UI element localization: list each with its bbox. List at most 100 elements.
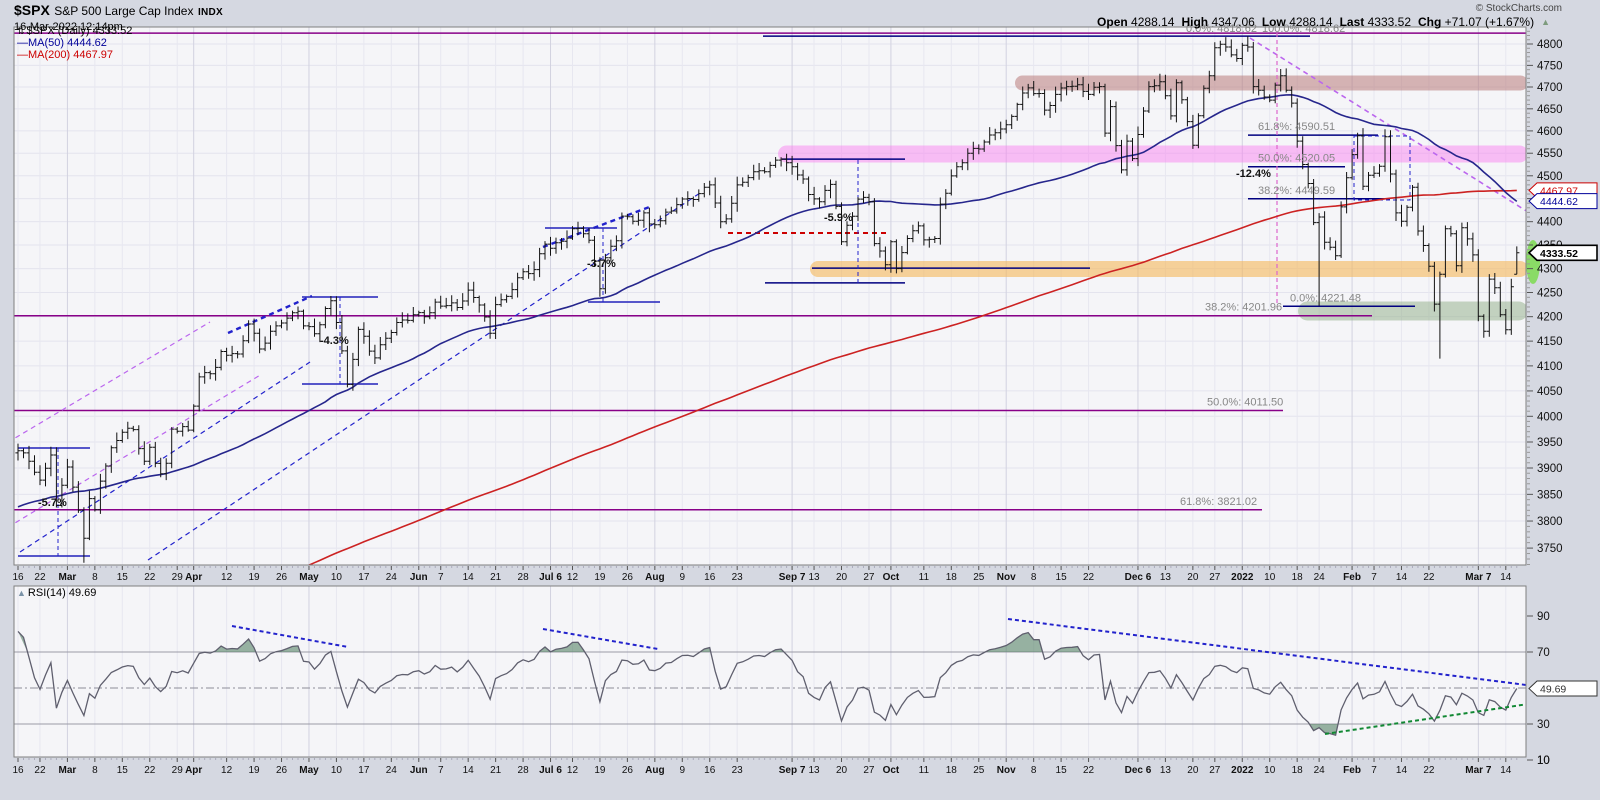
rsi-trendline [1007,618,1526,686]
svg-text:24: 24 [1314,765,1326,776]
svg-text:20: 20 [836,572,848,583]
change-up-icon: ▲ [1541,17,1550,27]
svg-text:7: 7 [1371,765,1377,776]
trendline [227,294,313,335]
svg-text:Sep 7: Sep 7 [779,572,806,583]
svg-text:61.8%: 3821.02: 61.8%: 3821.02 [1180,496,1257,508]
svg-text:25: 25 [973,572,985,583]
trendline [14,373,263,525]
svg-text:4000: 4000 [1537,411,1563,423]
svg-text:3800: 3800 [1537,516,1563,528]
svg-text:Feb: Feb [1343,572,1361,583]
rsi-trendline [542,628,659,650]
svg-text:12: 12 [221,765,233,776]
svg-text:Oct: Oct [883,572,900,583]
svg-text:19: 19 [594,765,606,776]
svg-text:May: May [299,765,319,776]
svg-text:50.0%: 4520.05: 50.0%: 4520.05 [1258,153,1335,165]
svg-text:Dec 6: Dec 6 [1125,765,1152,776]
svg-text:15: 15 [117,765,129,776]
svg-text:Nov: Nov [997,572,1016,583]
svg-text:2022: 2022 [1231,572,1254,583]
svg-text:8: 8 [92,765,98,776]
svg-text:0.0%: 4221.48: 0.0%: 4221.48 [1290,292,1361,304]
svg-text:19: 19 [594,572,606,583]
svg-text:12: 12 [567,572,579,583]
trendline [19,361,311,553]
svg-text:38.2%: 4201.96: 38.2%: 4201.96 [1205,302,1282,314]
price-axis: 3750 3800 3850 3900 3950 4000 4050 4100 4150 4200… [1527,30,1598,565]
rsi-legend-label: RSI(14) 49.69 [27,587,97,599]
svg-text:Mar: Mar [59,572,77,583]
svg-text:Feb: Feb [1343,765,1361,776]
svg-text:20: 20 [1187,765,1199,776]
svg-text:3750: 3750 [1537,543,1563,555]
svg-text:13: 13 [1160,765,1172,776]
svg-text:10: 10 [1264,765,1276,776]
axis-value-box [1528,193,1598,210]
open-value: 4288.14 [1131,15,1175,29]
svg-text:3850: 3850 [1537,489,1563,501]
rsi-extreme-fill [1054,646,1081,652]
copyright-text: © StockCharts.com [1475,3,1562,14]
chg-label: Chg [1418,15,1442,29]
svg-text:25: 25 [973,765,985,776]
rsi-extreme-fill [213,639,256,652]
svg-text:Oct: Oct [883,765,900,776]
svg-text:4100: 4100 [1537,361,1563,373]
rsi-legend: ▲ RSI(14) 49.69 [17,587,96,599]
svg-text:100.0%: 4818.62: 100.0%: 4818.62 [1262,23,1345,35]
svg-text:27: 27 [863,572,875,583]
svg-text:30: 30 [1537,719,1550,731]
svg-text:4700: 4700 [1537,82,1563,94]
svg-text:22: 22 [1083,572,1095,583]
svg-text:-12.4%: -12.4% [1236,168,1271,180]
svg-text:4400: 4400 [1537,217,1563,229]
svg-text:26: 26 [276,765,288,776]
svg-text:18: 18 [1292,572,1304,583]
trendline [14,321,211,440]
svg-text:7: 7 [1371,572,1377,583]
svg-text:29: 29 [172,572,184,583]
main-plot-border [13,26,1527,566]
svg-text:Jul 6: Jul 6 [539,765,562,776]
high-value: 4347.06 [1211,15,1255,29]
svg-text:4750: 4750 [1537,60,1563,72]
price-legend-label: $SPX (Daily) 4333.52 [26,25,133,37]
svg-text:70: 70 [1537,647,1550,659]
exchange-tag: INDX [197,7,224,18]
svg-text:19: 19 [249,572,261,583]
svg-text:14: 14 [463,572,475,583]
high-label: High [1181,15,1209,29]
svg-text:0.0%: 4818.62: 0.0%: 4818.62 [1186,23,1257,35]
rsi-extreme-fill [18,631,28,652]
svg-text:24: 24 [1314,572,1326,583]
low-label: Low [1261,15,1286,29]
rsi-line [17,630,1518,737]
svg-text:26: 26 [622,572,634,583]
svg-text:9: 9 [680,765,686,776]
svg-text:16: 16 [704,572,716,583]
svg-text:18: 18 [1292,765,1304,776]
svg-text:22: 22 [1423,572,1435,583]
svg-text:16: 16 [704,765,716,776]
svg-text:3900: 3900 [1537,463,1563,475]
rsi-panel [14,618,1526,737]
highlight-zone [778,145,1526,163]
last-label: Last [1339,15,1365,29]
svg-text:10: 10 [331,572,343,583]
svg-text:23: 23 [732,765,744,776]
svg-text:14: 14 [463,765,475,776]
svg-text:4150: 4150 [1537,336,1563,348]
svg-text:16: 16 [12,572,24,583]
svg-text:4333.52: 4333.52 [1540,248,1578,260]
svg-text:Jun: Jun [410,765,428,776]
svg-text:-5.9%: -5.9% [824,212,853,224]
svg-text:10: 10 [1264,572,1276,583]
price-bars-icon: ⇅ [17,26,25,36]
svg-text:22: 22 [144,572,156,583]
svg-text:Nov: Nov [997,765,1016,776]
svg-text:4550: 4550 [1537,148,1563,160]
index-name: S&P 500 Large Cap Index [54,4,194,18]
